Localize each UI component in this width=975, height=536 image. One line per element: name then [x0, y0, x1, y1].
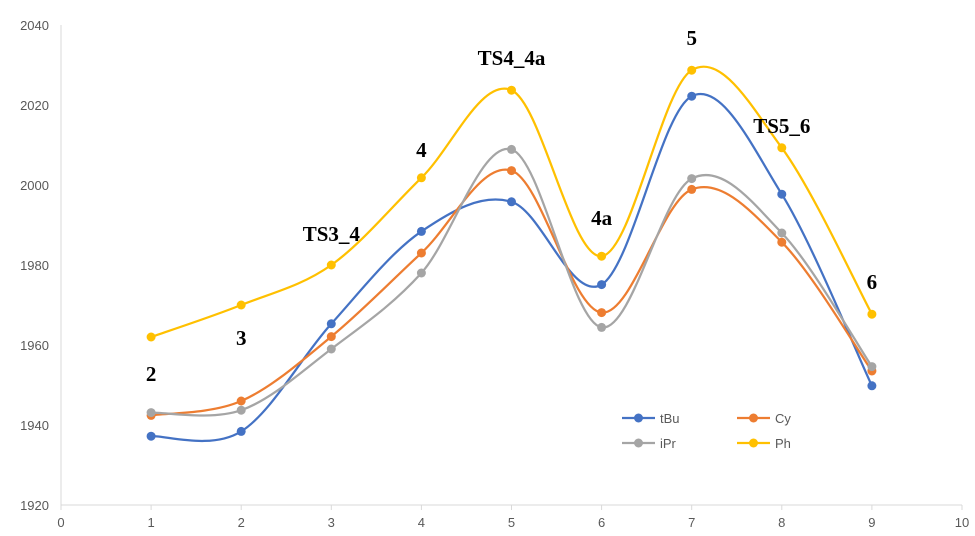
data-point [146, 431, 156, 441]
data-point [416, 173, 426, 183]
y-tick-label: 2020 [20, 98, 49, 113]
x-tick-label: 2 [238, 515, 245, 530]
data-point [777, 228, 787, 238]
annotation-label: 6 [867, 270, 878, 294]
y-tick-label: 1980 [20, 258, 49, 273]
data-point [507, 85, 516, 95]
series-line [150, 168, 873, 417]
legend-label: tBu [660, 411, 680, 426]
data-point [597, 308, 607, 318]
data-point [326, 319, 336, 329]
data-point [687, 184, 697, 194]
data-point [416, 248, 426, 258]
x-tick-label: 6 [598, 515, 605, 530]
legend-marker [634, 438, 643, 448]
legend-label: Ph [775, 436, 791, 451]
data-point [326, 344, 336, 354]
annotation-label: 3 [236, 326, 247, 350]
data-point [236, 405, 246, 415]
data-point [687, 91, 697, 101]
x-tick-label: 1 [147, 515, 154, 530]
legend-item-tBu: tBu [622, 411, 680, 426]
y-tick-label: 1960 [20, 338, 49, 353]
data-point [597, 280, 607, 290]
annotation-label: TS3_4 [303, 222, 361, 246]
annotation-label: 4a [591, 206, 613, 230]
axes: 0 1 2 3 4 5 6 7 8 9 10 1920 1940 1960 1980 2000 2020 2040 [20, 18, 969, 530]
data-point [236, 426, 246, 436]
y-tick-label: 1920 [20, 498, 49, 513]
data-point [507, 144, 516, 154]
y-tick-label: 1940 [20, 418, 49, 433]
legend-label: iPr [660, 436, 677, 451]
data-point [777, 143, 787, 153]
legend-item-iPr: iPr [622, 436, 677, 451]
legend-marker [634, 413, 643, 423]
annotation-label: 2 [146, 362, 157, 386]
data-point [416, 268, 426, 278]
data-point [146, 332, 156, 342]
data-point [687, 65, 697, 75]
x-tick-label: 5 [508, 515, 515, 530]
x-tick-label: 8 [778, 515, 785, 530]
x-tick-label: 9 [868, 515, 875, 530]
data-point [507, 166, 516, 176]
annotation-label: 5 [686, 26, 697, 50]
data-point [326, 332, 336, 342]
series-line [151, 147, 873, 417]
annotation-label: TS4_4a [478, 46, 546, 70]
data-point [597, 251, 607, 261]
x-tick-label: 10 [955, 515, 969, 530]
series-Ph [146, 65, 877, 342]
legend-item-Ph: Ph [737, 436, 791, 451]
legend-marker [749, 438, 758, 448]
annotation-label: 4 [416, 138, 427, 162]
series-layer [146, 65, 877, 443]
annotation-layer: 2 3 TS3_4 4 TS4_4a 4a 5 TS5_6 6 [146, 26, 877, 386]
legend: tBu Cy iPr Ph [622, 411, 791, 451]
data-point [146, 408, 156, 418]
series-tBu [146, 91, 877, 443]
series-line [150, 65, 873, 339]
legend-label: Cy [775, 411, 791, 426]
x-tick-label: 7 [688, 515, 695, 530]
data-point [416, 226, 426, 236]
data-point [867, 362, 877, 372]
data-point [597, 322, 607, 332]
data-point [777, 189, 787, 199]
legend-marker [749, 413, 758, 423]
data-point [236, 300, 246, 310]
x-tick-label: 3 [328, 515, 335, 530]
series-line [151, 92, 873, 443]
annotation-label: TS5_6 [753, 114, 810, 138]
y-tick-label: 2000 [20, 178, 49, 193]
x-tick-label: 4 [418, 515, 425, 530]
data-point [687, 174, 697, 184]
data-point [236, 396, 246, 406]
legend-item-Cy: Cy [737, 411, 791, 426]
data-point [326, 260, 336, 270]
y-tick-label: 2040 [20, 18, 49, 33]
data-point [507, 197, 516, 207]
data-point [777, 237, 787, 247]
x-tick-label: 0 [57, 515, 64, 530]
data-point [867, 309, 877, 319]
series-iPr [146, 144, 877, 418]
data-point [867, 381, 877, 391]
